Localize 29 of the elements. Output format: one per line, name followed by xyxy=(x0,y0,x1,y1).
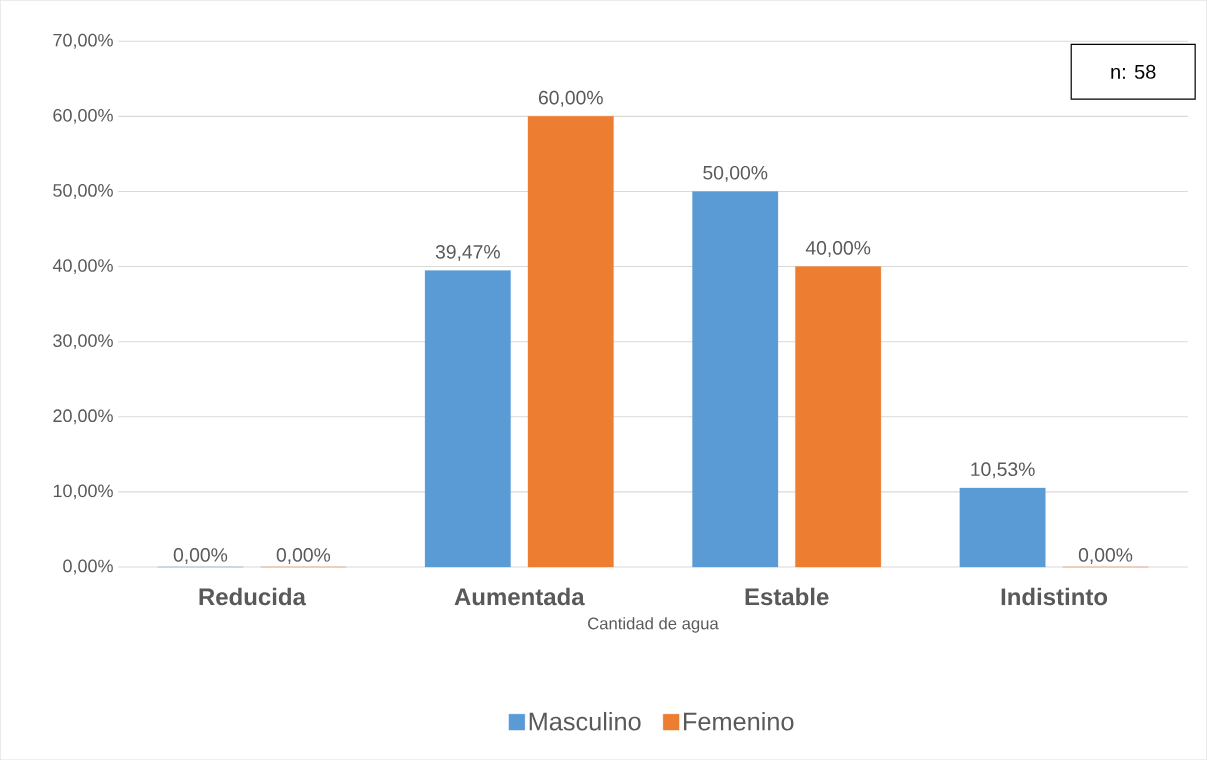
data-label: 60,00% xyxy=(538,90,603,107)
bar xyxy=(795,266,882,568)
x-tick-label: Aumentada xyxy=(454,587,585,606)
x-axis-title: Cantidad de agua xyxy=(588,617,719,633)
legend-label: Femenino xyxy=(684,711,794,731)
y-tick-label: 30,00% xyxy=(53,334,113,350)
data-label: 50,00% xyxy=(703,165,768,182)
data-label: 39,47% xyxy=(435,244,500,261)
y-tick-label: 0,00% xyxy=(63,559,113,575)
bar xyxy=(527,116,614,568)
x-tick-label: Reducida xyxy=(199,587,307,606)
y-tick-label: 40,00% xyxy=(52,259,113,274)
x-tick-label: Estable xyxy=(745,587,829,606)
bar xyxy=(959,487,1046,568)
x-tick-label: Indistinto xyxy=(1001,587,1108,606)
y-tick-label: 10,00% xyxy=(53,484,113,500)
bar xyxy=(692,191,779,568)
annotation: n: 58 xyxy=(1111,64,1156,79)
y-tick-label: 70,00% xyxy=(53,33,113,49)
y-tick-label: 20,00% xyxy=(53,409,113,425)
y-tick-label: 50,00% xyxy=(53,183,113,199)
data-label: 0,00% xyxy=(276,548,331,564)
data-label: 0,00% xyxy=(173,548,228,564)
data-label: 10,53% xyxy=(971,462,1035,479)
legend-label: Masculino xyxy=(529,711,641,731)
y-tick-label: 60,00% xyxy=(53,108,113,124)
bar xyxy=(424,270,511,568)
data-label: 0,00% xyxy=(1078,548,1133,564)
data-label: 40,00% xyxy=(805,240,871,257)
